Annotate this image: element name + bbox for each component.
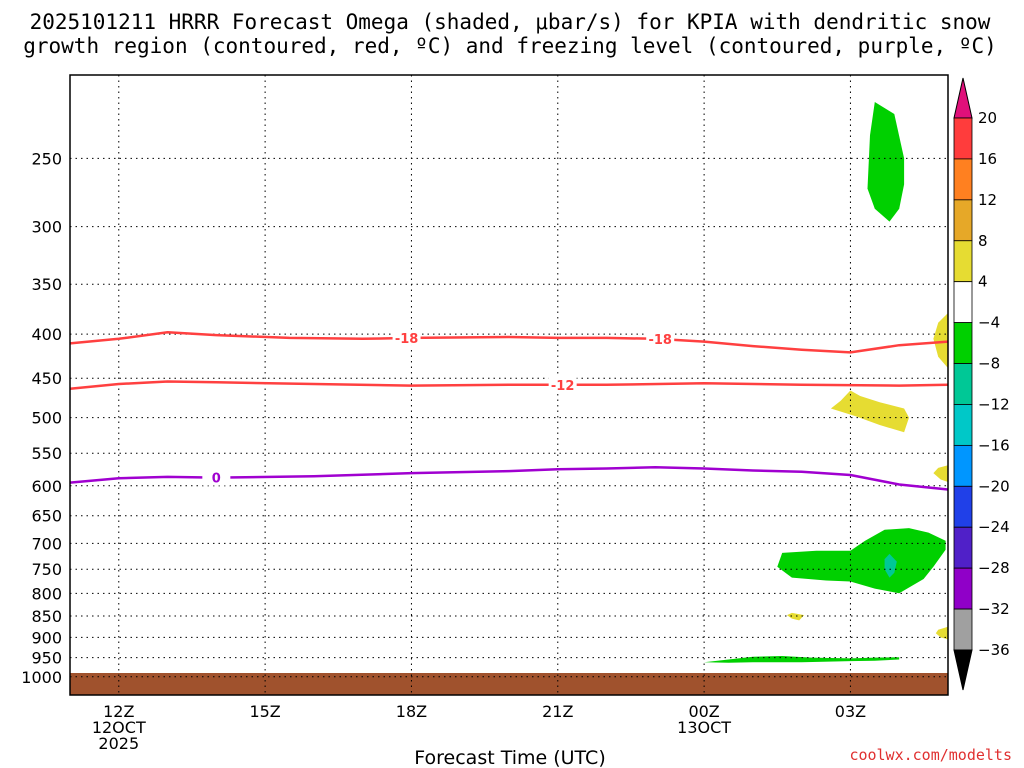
contours: -18 -18 -12 0 [69,329,949,491]
colorbar-tick-label: −36 [978,641,1010,659]
contour-label-bg [646,331,675,348]
colorbar-tick-label: 12 [978,191,997,209]
omega-region-teal-cell [884,553,897,578]
colorbar-tick-label: −32 [978,600,1010,618]
colorbar-tick-label: −20 [978,477,1010,495]
colorbar-segment [953,444,973,487]
x-tick-label: 12Z [103,702,134,721]
colorbar-segment [953,322,973,364]
y-tick-label: 750 [31,560,62,579]
contour-label: -18 [648,333,672,348]
colorbar-segment [953,158,973,201]
contour-label: -12 [551,379,575,394]
y-tick-label: 450 [31,369,62,388]
colorbar-tick-label: −4 [978,314,1000,332]
colorbar-segment [953,363,973,405]
colorbar-tick-label: 20 [978,109,997,127]
axes: 250 300 350 400 450 500 550 600 650 700 750 800 850 9… [21,74,949,753]
colorbar-tick-label: 8 [978,232,988,250]
y-tick-label: 600 [31,477,62,496]
colorbar-tick-label: 4 [978,273,988,291]
y-tick-label: 500 [31,409,62,428]
colorbar-segment [953,240,973,283]
y-tick-label: 550 [31,444,62,463]
colorbar-tick-label: 16 [978,150,997,168]
y-tick-label: 350 [31,275,62,294]
colorbar-tick-label: −12 [978,395,1010,413]
colorbar-top-arrow [953,77,973,119]
contour-freezing-level [69,465,949,491]
x-tick-label: 13OCT [677,718,731,737]
colorbar-segment [953,485,973,528]
y-tick-label: 800 [31,584,62,603]
x-tick-label: 2025 [98,734,139,753]
omega-shading [704,102,948,663]
credit-link[interactable]: coolwx.com/modelts [849,746,1012,764]
y-tick-label: 850 [31,607,62,626]
omega-region-near-surface-green [704,656,900,663]
colorbar-segment [953,281,973,324]
x-tick-label: 00Z [688,702,719,721]
y-tick-label: 300 [31,218,62,237]
x-tick-label: 21Z [542,702,573,721]
contour-label-bg [202,469,231,486]
y-tick-label: 650 [31,507,62,526]
colorbar-segment [953,404,973,446]
y-tick-label: 250 [31,149,62,168]
x-tick-label: 12OCT [92,718,146,737]
y-tick-label: 900 [31,628,62,647]
x-axis-label: Forecast Time (UTC) [414,747,605,768]
colorbar-tick-label: −28 [978,559,1010,577]
colorbar-segment [953,567,973,610]
omega-region-small-yellow-850 [787,612,805,621]
chart-title-line-2: growth region (contoured, red, ºC) and f… [23,34,997,58]
contour-dgz-lower [69,380,949,391]
colorbar-bottom-arrow [953,649,973,691]
chart-title-line-1: 2025101211 HRRR Forecast Omega (shaded, … [30,10,991,34]
contour-label: -18 [395,332,419,347]
ground-fill [70,672,948,695]
contour-dgz-upper [69,331,949,354]
y-tick-label: 1000 [21,668,62,687]
colorbar-tick-label: −8 [978,355,1000,373]
plot-frame [69,74,949,696]
colorbar-segment [953,199,973,242]
omega-region-right-edge-yellow-400 [933,313,948,369]
y-tick-label: 400 [31,325,62,344]
x-tick-label: 18Z [396,702,427,721]
colorbar-segment [953,526,973,569]
omega-region-lower-green-cell [777,528,946,594]
x-tick-label: 03Z [835,702,866,721]
omega-region-right-edge-yellow-890 [935,626,948,640]
omega-region-right-edge-yellow-560 [933,465,948,482]
y-tick-label: 700 [31,534,62,553]
colorbar-segment [953,117,973,160]
colorbar: 20 16 12 8 4 −4 −8 −12 −16 −20 −24 −28 −32 −36 [953,77,1010,691]
colorbar-tick-label: −24 [978,518,1010,536]
terrain [70,672,948,695]
omega-region-yellow-500 [830,390,909,433]
x-tick-label: 15Z [249,702,280,721]
contour-label-bg [548,376,577,393]
y-tick-label: 950 [31,649,62,668]
colorbar-segment [953,608,973,651]
contour-label-bg [392,329,421,346]
grid [70,75,948,695]
contour-label: 0 [212,472,221,487]
colorbar-tick-label: −16 [978,436,1010,454]
omega-region-upper-green-cell [867,102,905,222]
